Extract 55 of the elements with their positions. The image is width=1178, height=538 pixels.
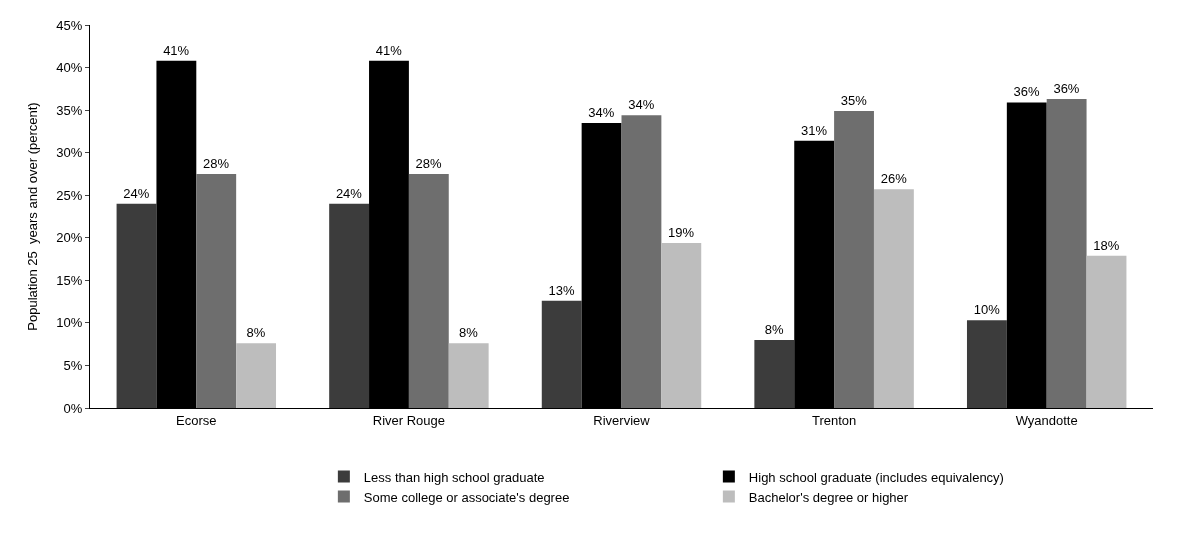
data-label: 24%: [123, 185, 150, 201]
data-label: 36%: [1053, 81, 1080, 97]
bar: [541, 300, 582, 408]
bar: [116, 203, 157, 408]
y-tick-label: 45%: [56, 17, 83, 33]
data-label: 36%: [1013, 84, 1040, 100]
legend-label: Some college or associate's degree: [363, 489, 570, 505]
y-axis-title: Population 25 years and over (percent): [25, 102, 41, 331]
x-tick-label: River Rouge: [372, 412, 446, 428]
bar: [448, 343, 489, 408]
bar: [408, 173, 449, 408]
bar: [1046, 99, 1087, 408]
y-tick-label: 25%: [56, 187, 83, 203]
data-label: 35%: [840, 92, 868, 108]
bar: [621, 115, 662, 408]
data-label: 24%: [335, 185, 363, 201]
data-label: 8%: [459, 325, 479, 341]
x-tick-label: Ecorse: [176, 412, 217, 428]
bar: [1086, 255, 1127, 408]
bar: [873, 189, 914, 408]
y-tick-label: 15%: [56, 272, 83, 288]
data-label: 41%: [375, 42, 403, 58]
y-tick-label: 10%: [56, 315, 83, 331]
data-label: 26%: [880, 171, 908, 187]
legend-label: High school graduate (includes equivalency): [748, 469, 1004, 485]
x-tick-label: Riverview: [593, 412, 651, 428]
data-label: 8%: [246, 325, 266, 341]
data-label: 18%: [1093, 237, 1120, 253]
data-label: 41%: [163, 42, 190, 58]
bar: [966, 320, 1007, 408]
data-label: 31%: [800, 122, 828, 138]
y-tick-label: 30%: [56, 145, 83, 161]
bar: [834, 110, 874, 408]
data-label: 34%: [588, 104, 615, 120]
data-label: 19%: [668, 224, 695, 240]
y-tick-label: 5%: [63, 357, 83, 373]
y-tick-label: 35%: [56, 102, 83, 118]
bar: [754, 339, 795, 408]
y-tick-label: 40%: [56, 60, 83, 76]
bar: [236, 343, 277, 408]
legend-label: Bachelor's degree or higher: [748, 489, 909, 505]
legend-label: Less than high school graduate: [363, 469, 545, 485]
data-label: 13%: [548, 282, 575, 298]
y-tick-label: 20%: [56, 230, 83, 246]
bar: [661, 242, 702, 408]
data-label: 8%: [764, 321, 784, 337]
data-label: 28%: [203, 155, 230, 171]
bar: [196, 173, 237, 408]
x-tick-label: Trenton: [811, 412, 857, 428]
data-label: 28%: [415, 155, 443, 171]
data-label: 34%: [628, 97, 655, 113]
x-tick-label: Wyandotte: [1015, 412, 1078, 428]
data-label: 10%: [973, 302, 1001, 318]
bar: [329, 203, 370, 408]
y-tick-label: 0%: [63, 400, 83, 416]
